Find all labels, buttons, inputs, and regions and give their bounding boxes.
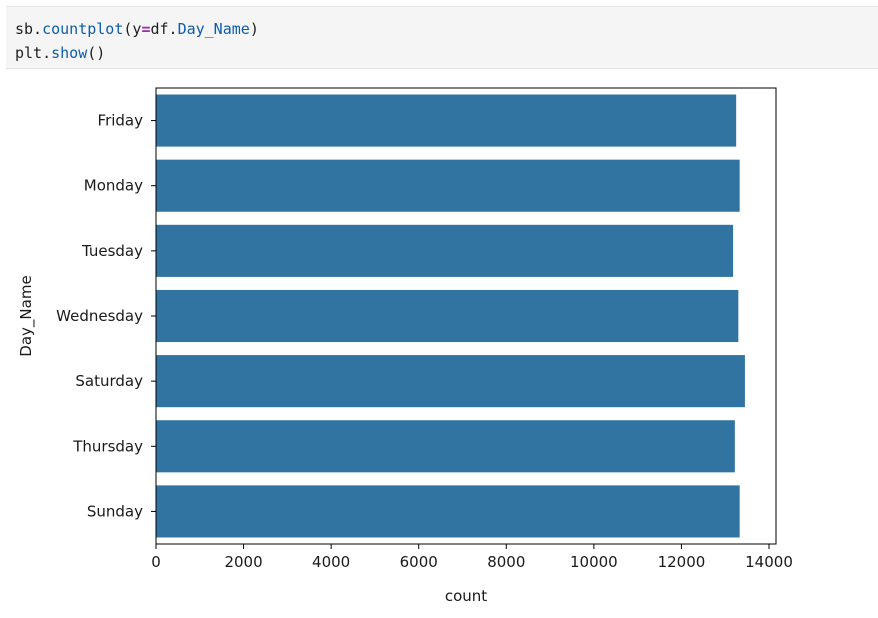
y-tick-label-wednesday: Wednesday	[56, 307, 143, 325]
x-tick-label-10000: 10000	[570, 553, 618, 571]
bar-tuesday	[156, 224, 734, 277]
y-tick-label-sunday: Sunday	[87, 502, 143, 520]
bar-thursday	[156, 420, 735, 473]
bar-wednesday	[156, 289, 739, 343]
x-ticks-group: 0 2000 4000 6000 8000 10000 12000 14000	[151, 544, 793, 571]
x-axis-label: count	[445, 587, 487, 605]
code-token: df.	[150, 20, 178, 38]
x-tick-label-14000: 14000	[745, 553, 793, 571]
code-token-operator: =	[141, 20, 151, 38]
bar-saturday	[156, 355, 745, 408]
code-token-attribute: Day_Name	[177, 20, 250, 38]
x-tick-label-6000: 6000	[400, 553, 438, 571]
y-axis-label: Day_Name	[17, 275, 36, 356]
code-token: sb.	[15, 20, 43, 38]
code-line-1: sb.countplot(y=df.Day_Name)	[15, 17, 878, 41]
x-tick-label-4000: 4000	[312, 553, 350, 571]
code-cell[interactable]: sb.countplot(y=df.Day_Name) plt.show()	[6, 6, 878, 69]
code-line-2: plt.show()	[15, 41, 878, 65]
code-token: (	[123, 20, 133, 38]
x-tick-label-2000: 2000	[224, 553, 262, 571]
code-token-function: show	[51, 44, 88, 62]
code-token: )	[249, 20, 259, 38]
code-token: ()	[87, 44, 106, 62]
bar-monday	[156, 159, 740, 212]
x-tick-label-12000: 12000	[658, 553, 706, 571]
y-tick-label-friday: Friday	[98, 112, 144, 130]
bar-sunday	[156, 485, 740, 538]
y-tick-label-tuesday: Tuesday	[81, 242, 143, 260]
count-plot: Friday Monday Tuesday Wednesday Saturday Thur…	[17, 87, 793, 605]
code-token: y	[132, 20, 142, 38]
y-tick-label-saturday: Saturday	[75, 372, 143, 390]
x-tick-label-8000: 8000	[487, 553, 525, 571]
y-tick-label-thursday: Thursday	[72, 437, 143, 455]
y-tick-label-monday: Monday	[84, 177, 143, 195]
bar-friday	[156, 94, 737, 147]
code-token: plt.	[15, 44, 52, 62]
x-tick-label-0: 0	[151, 553, 161, 571]
y-ticks-group: Friday Monday Tuesday Wednesday Saturday Thur…	[56, 112, 156, 520]
bars-group	[156, 94, 745, 538]
code-token-function: countplot	[42, 20, 124, 38]
